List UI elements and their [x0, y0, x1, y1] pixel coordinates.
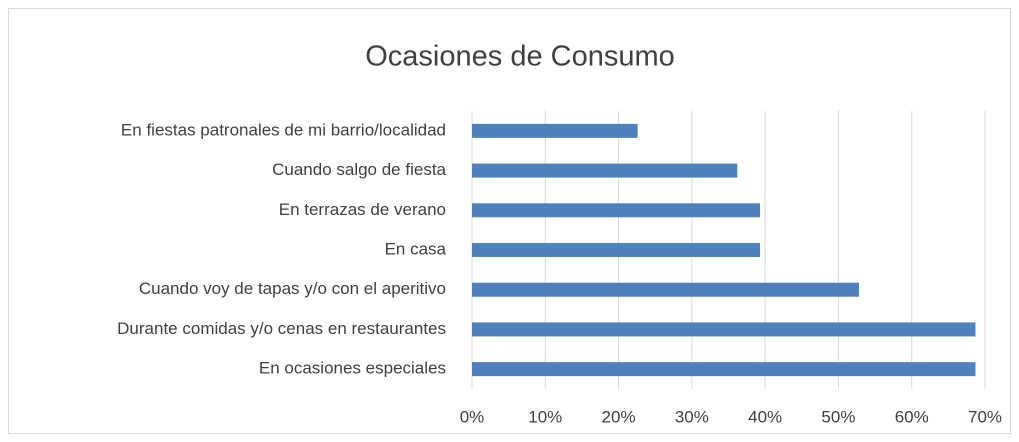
y-tick-label: En fiestas patronales de mi barrio/local…: [121, 120, 446, 139]
y-tick-label: En casa: [385, 239, 447, 258]
y-tick-label: Cuando salgo de fiesta: [272, 160, 446, 179]
x-tick-label: 40%: [748, 407, 782, 426]
bar: [472, 282, 859, 297]
bar: [472, 243, 761, 257]
bar: [472, 163, 738, 178]
x-tick-label: 70%: [968, 407, 1002, 426]
y-tick-label: En ocasiones especiales: [259, 359, 446, 378]
x-tick-label: 60%: [895, 407, 929, 426]
x-tick-label: 10%: [528, 407, 562, 426]
y-tick-label: Cuando voy de tapas y/o con el aperitivo: [139, 279, 446, 298]
x-tick-label: 50%: [821, 407, 855, 426]
bar: [472, 322, 976, 337]
bar: [472, 362, 976, 377]
y-tick-label: Durante comidas y/o cenas en restaurante…: [117, 319, 446, 338]
bar: [472, 203, 761, 218]
x-tick-label: 20%: [602, 407, 636, 426]
chart-title: Ocasiones de Consumo: [365, 41, 675, 73]
x-tick-label: 30%: [675, 407, 709, 426]
bar: [472, 123, 638, 138]
y-tick-label: En terrazas de verano: [279, 200, 446, 219]
x-tick-label: 0%: [460, 407, 485, 426]
